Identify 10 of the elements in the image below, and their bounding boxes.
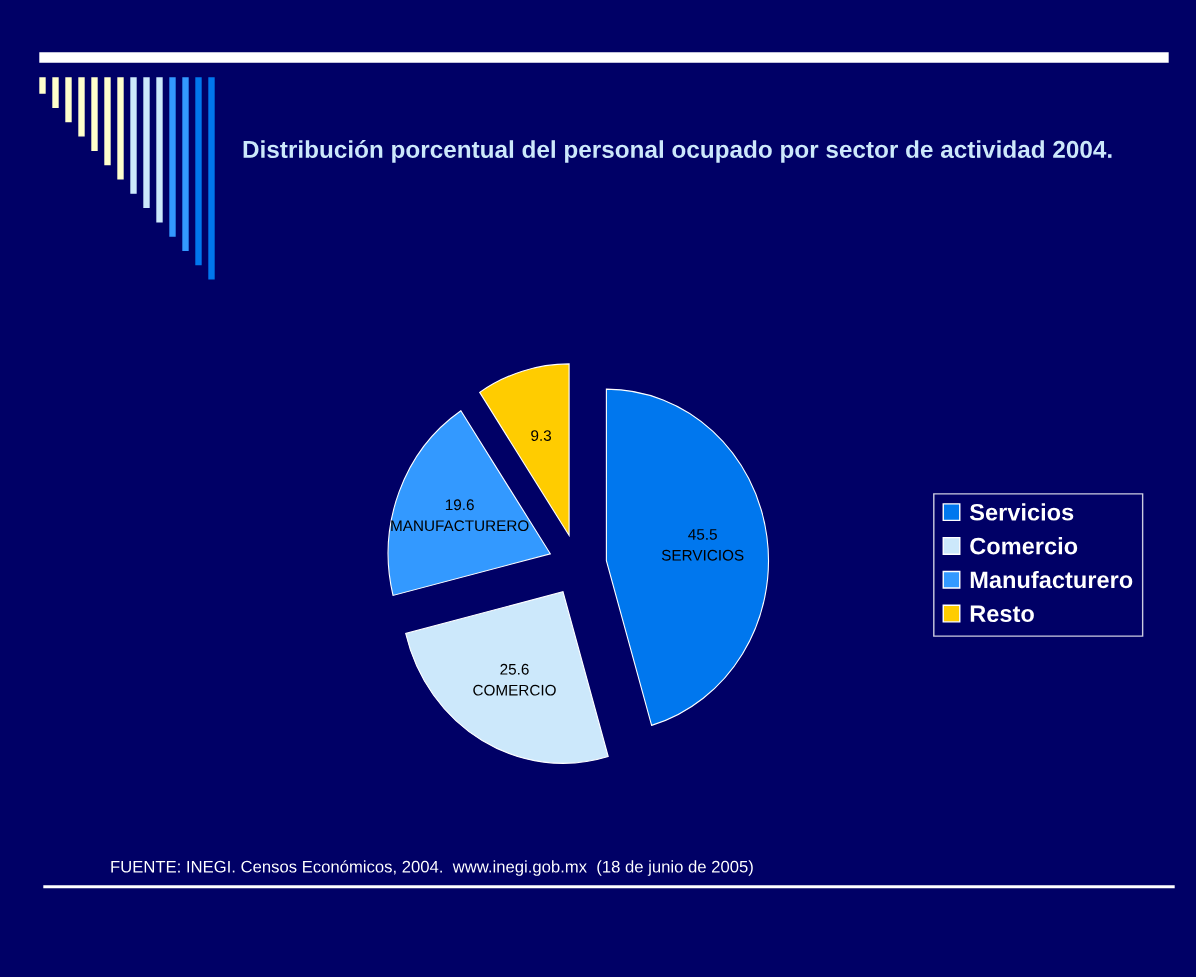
legend-label: Resto: [970, 605, 1034, 623]
data-label: 9.3: [531, 430, 552, 441]
legend-label: Comercio: [970, 537, 1078, 555]
source-note: FUENTE: INEGI. Censos Económicos, 2004. www.inegi.gob.mx (18 de junio de 2005): [111, 860, 753, 876]
data-label: 19.6 MANUFACTURERO: [391, 499, 529, 532]
legend-label: Servicios: [969, 503, 1074, 521]
legend-label: Manufacturero: [970, 570, 1133, 589]
data-label: 45.5 SERVICIOS: [661, 529, 744, 561]
data-label: 25.6 COMERCIO: [473, 663, 556, 696]
chart-title: Distribución porcentual del personal ocupado por sector de actividad 2004.: [243, 140, 1112, 163]
